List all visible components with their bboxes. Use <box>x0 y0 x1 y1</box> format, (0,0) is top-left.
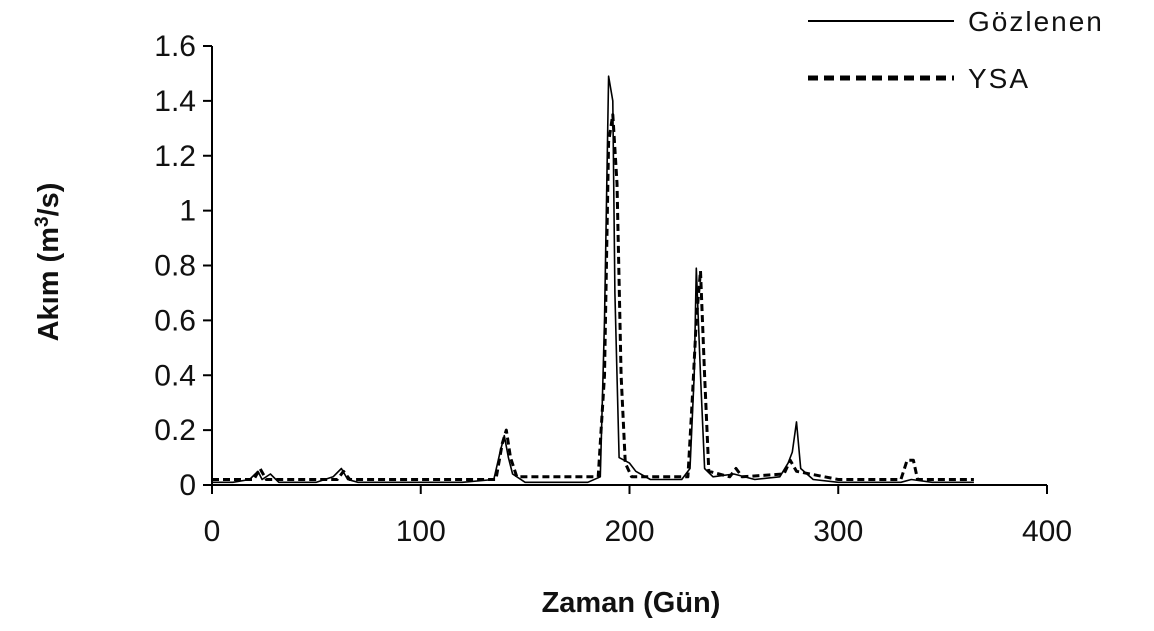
y-tick-label: 1.4 <box>154 85 196 118</box>
x-tick-label: 100 <box>396 515 446 548</box>
x-tick-label: 300 <box>813 515 863 548</box>
y-tick-label: 1.6 <box>154 30 196 63</box>
y-tick-label: 0.6 <box>154 304 196 337</box>
y-tick-label: 0.8 <box>154 250 196 283</box>
legend: Gözlenen YSA <box>808 6 1104 94</box>
x-tick-label: 400 <box>1022 515 1072 548</box>
y-axis-title-suffix: /s) <box>33 183 65 217</box>
y-axis-title: Akım (m3/s) <box>32 183 65 342</box>
y-tick-label: 1 <box>179 195 196 228</box>
y-tick-label: 0 <box>179 469 196 502</box>
legend-label-ysa: YSA <box>968 63 1030 94</box>
x-axis-title: Zaman (Gün) <box>542 587 721 619</box>
y-ticks: 0 0.2 0.4 0.6 0.8 1 1.2 1.4 1.6 <box>154 30 212 502</box>
series-line-gozlenen <box>212 75 974 484</box>
x-tick-label: 0 <box>204 515 221 548</box>
y-axis-title-superscript: 3 <box>32 216 53 227</box>
x-ticks: 0 100 200 300 400 <box>204 485 1072 548</box>
series-line-ysa <box>212 113 974 481</box>
x-tick-label: 200 <box>604 515 654 548</box>
y-axis-title-main: Akım (m <box>33 227 65 341</box>
legend-label-gozlenen: Gözlenen <box>968 6 1104 37</box>
series-layer <box>212 75 974 484</box>
y-tick-label: 0.4 <box>154 359 196 392</box>
y-tick-label: 0.2 <box>154 414 196 447</box>
y-tick-label: 1.2 <box>154 140 196 173</box>
